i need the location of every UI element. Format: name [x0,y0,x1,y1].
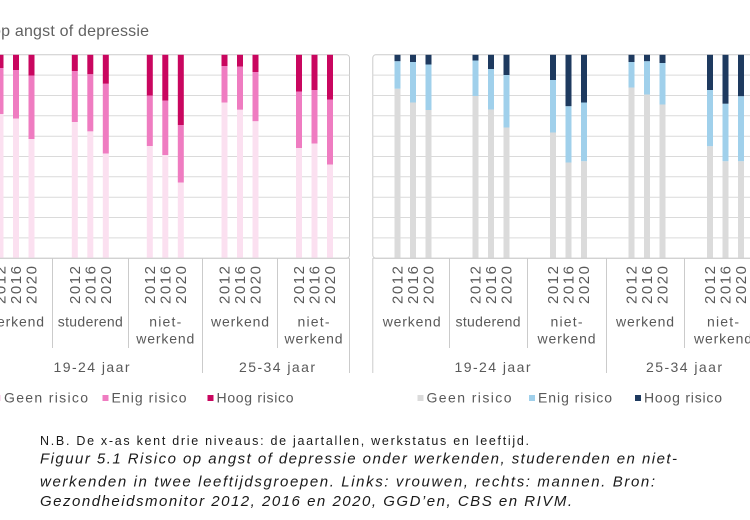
svg-text:2012: 2012 [624,266,641,304]
svg-text:Geen risico: Geen risico [427,390,512,406]
svg-text:2012: 2012 [390,266,407,304]
svg-text:19-24 jaar: 19-24 jaar [54,359,130,375]
svg-text:2012: 2012 [291,266,308,304]
svg-text:Enig risico: Enig risico [112,390,187,406]
svg-text:werkend: werkend [0,314,44,330]
svg-text:2016: 2016 [483,266,500,304]
svg-text:2020: 2020 [173,266,190,304]
svg-text:werkend: werkend [135,331,194,347]
svg-text:N.B. De x-as kent drie niveaus: N.B. De x-as kent drie niveaus: de jaart… [40,434,529,448]
svg-text:Hoog risico: Hoog risico [644,390,722,406]
svg-text:Figuur 5.1 Risico op angst of: Figuur 5.1 Risico op angst of depressie … [40,451,677,468]
svg-text:Hoog risico: Hoog risico [217,390,294,406]
svg-text:2012: 2012 [0,266,10,304]
svg-text:werkend: werkend [537,331,596,347]
svg-text:2016: 2016 [232,266,249,304]
svg-text:2012: 2012 [702,266,719,304]
svg-text:2016: 2016 [8,266,25,304]
svg-text:2016: 2016 [561,266,578,304]
svg-text:niet-: niet- [707,314,739,330]
svg-text:2020: 2020 [421,266,438,304]
svg-text:studerend: studerend [58,314,123,330]
svg-text:Enig risico: Enig risico [538,390,612,406]
svg-text:25-34 jaar: 25-34 jaar [646,359,722,375]
svg-text:2020: 2020 [655,266,672,304]
svg-text:2016: 2016 [158,266,175,304]
svg-text:2012: 2012 [217,266,234,304]
svg-text:2016: 2016 [307,266,324,304]
svg-text:2012: 2012 [67,266,84,304]
svg-text:2020: 2020 [733,266,750,304]
svg-text:2016: 2016 [83,266,100,304]
svg-text:25-34 jaar: 25-34 jaar [239,359,315,375]
svg-text:2012: 2012 [545,266,562,304]
svg-text:2020: 2020 [322,266,339,304]
svg-text:niet-: niet- [551,314,583,330]
svg-text:niet-: niet- [149,314,181,330]
svg-text:2012: 2012 [142,266,159,304]
svg-text:2020: 2020 [24,266,41,304]
svg-text:19-24 jaar: 19-24 jaar [455,359,531,375]
svg-text:werkend: werkend [210,314,269,330]
svg-text:2016: 2016 [405,266,422,304]
svg-text:2012: 2012 [468,266,485,304]
svg-text:werkend: werkend [615,314,674,330]
svg-text:op angst of depressie: op angst of depressie [0,23,149,40]
svg-text:2016: 2016 [718,266,735,304]
svg-text:studerend: studerend [456,314,521,330]
svg-text:werkend: werkend [693,331,750,347]
svg-text:2020: 2020 [248,266,265,304]
svg-text:werkend: werkend [382,314,441,330]
svg-text:2020: 2020 [499,266,516,304]
svg-text:2016: 2016 [639,266,656,304]
svg-text:Geen risico: Geen risico [4,390,88,406]
svg-text:2020: 2020 [98,266,115,304]
svg-text:2020: 2020 [576,266,593,304]
svg-text:niet-: niet- [298,314,330,330]
svg-text:werkend: werkend [284,331,343,347]
svg-text:werkenden in twee leeftijdsgro: werkenden in twee leeftijdsgroepen. Link… [40,474,655,491]
